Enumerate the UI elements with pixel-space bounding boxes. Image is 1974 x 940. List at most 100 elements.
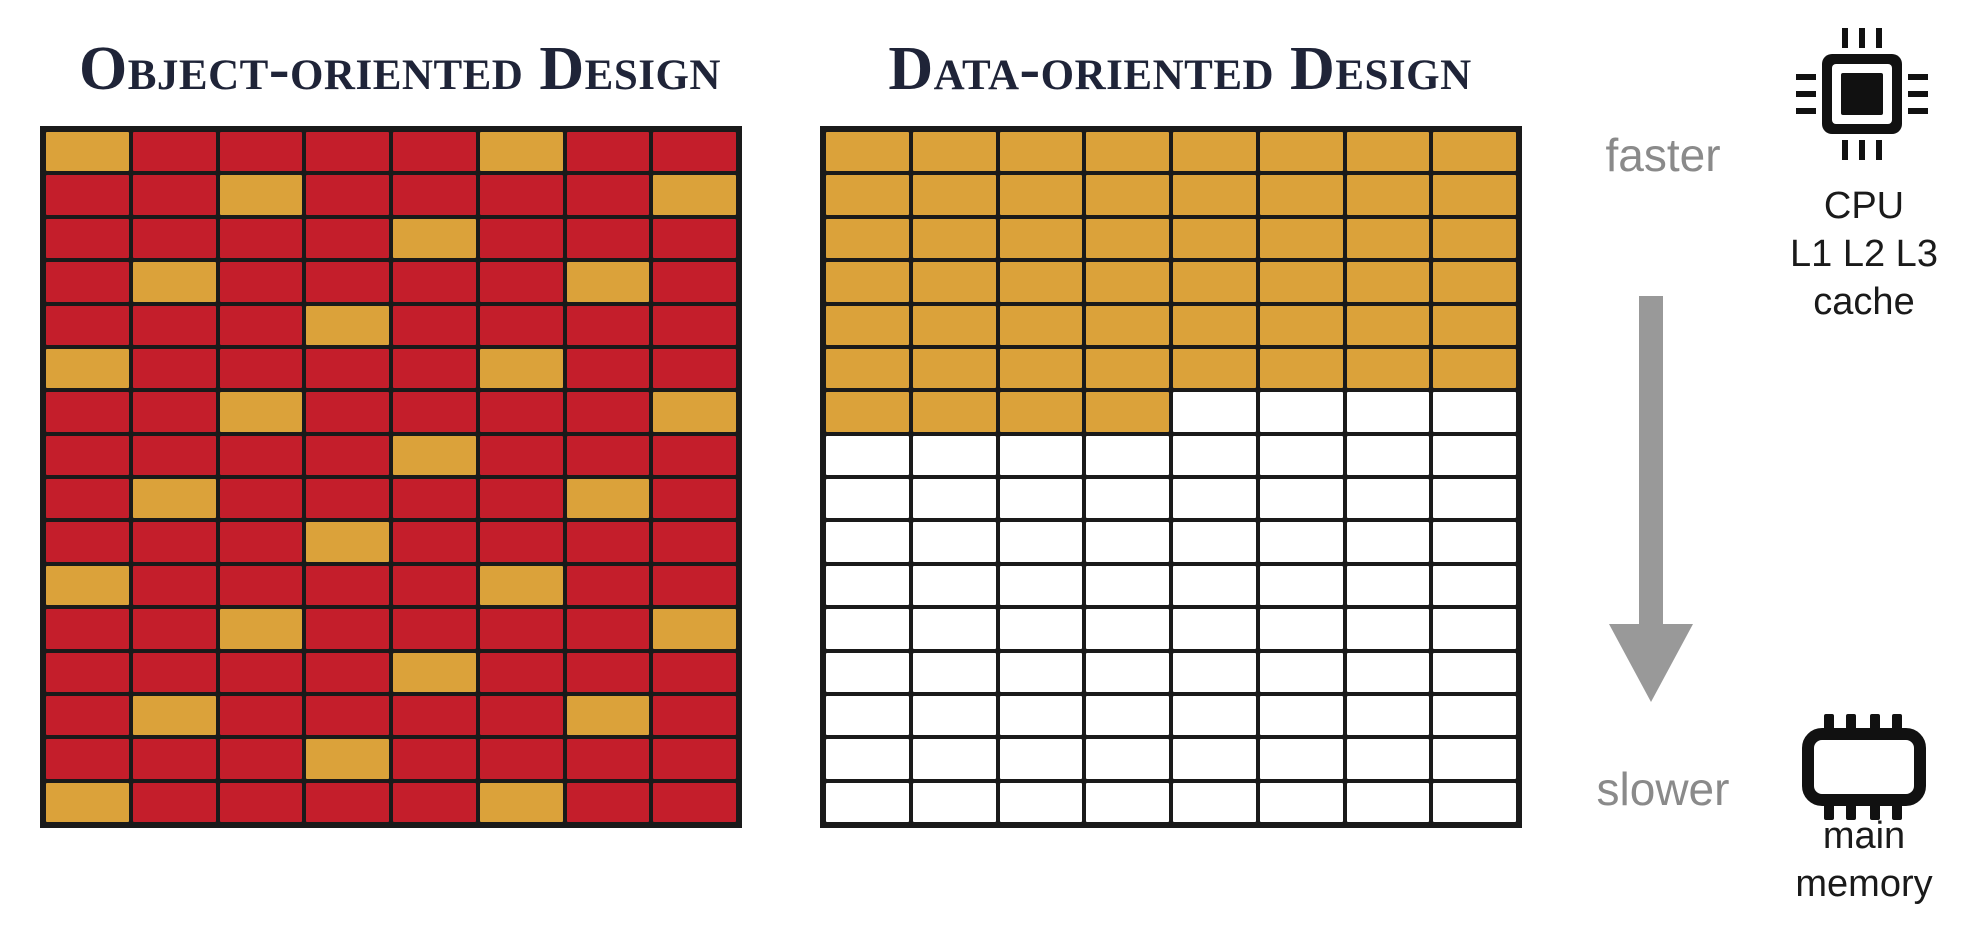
empty-cell [1346,739,1430,779]
cached-data-cell [306,305,389,345]
cached-data-cell [1346,218,1430,259]
uncached-data-cell [393,479,476,519]
uncached-data-cell [566,435,650,475]
empty-cell [1086,435,1169,475]
cached-data-cell [1173,175,1256,215]
uncached-data-cell [566,218,650,259]
cached-data-cell [653,609,736,649]
empty-cell [1259,565,1343,606]
empty-cell [1259,392,1343,432]
cached-data-cell [912,392,996,432]
cached-data-cell [1433,262,1516,302]
uncached-data-cell [219,132,303,172]
empty-cell [1173,695,1256,736]
cached-data-cell [826,305,909,345]
uncached-data-cell [479,522,563,562]
uncached-data-cell [479,305,563,345]
uncached-data-cell [566,348,650,389]
uncached-data-cell [479,479,563,519]
cpu-caption-line: cache [1813,281,1915,323]
empty-cell [826,479,909,519]
cached-data-cell [1086,305,1169,345]
empty-cell [1433,435,1516,475]
cached-data-cell [1259,262,1343,302]
uncached-data-cell [46,695,129,736]
empty-cell [1259,652,1343,692]
uncached-data-cell [306,479,389,519]
empty-cell [1433,695,1516,736]
uncached-data-cell [132,739,216,779]
uncached-data-cell [479,435,563,475]
cached-data-cell [826,262,909,302]
uncached-data-cell [306,782,389,822]
empty-cell [1086,479,1169,519]
cached-data-cell [999,132,1083,172]
dod-memory-grid [820,126,1522,828]
uncached-data-cell [46,175,129,215]
cached-data-cell [566,479,650,519]
empty-cell [912,565,996,606]
uncached-data-cell [219,522,303,562]
cached-data-cell [219,175,303,215]
cached-data-cell [219,392,303,432]
cached-data-cell [826,218,909,259]
empty-cell [999,695,1083,736]
cached-data-cell [912,218,996,259]
uncached-data-cell [653,262,736,302]
slower-label: slower [1596,763,1730,815]
uncached-data-cell [479,739,563,779]
uncached-data-cell [393,348,476,389]
down-arrow-icon [1609,296,1693,702]
cached-data-cell [479,565,563,606]
cached-data-cell [999,262,1083,302]
cached-data-cell [1086,218,1169,259]
cached-data-cell [46,348,129,389]
cpu-chip-icon [1796,28,1928,160]
cached-data-cell [1433,132,1516,172]
uncached-data-cell [393,565,476,606]
uncached-data-cell [132,609,216,649]
empty-cell [1259,479,1343,519]
empty-cell [1346,782,1430,822]
cached-data-cell [46,782,129,822]
cpu-caption-line: L1 L2 L3 [1790,233,1938,275]
uncached-data-cell [393,522,476,562]
cached-data-cell [999,175,1083,215]
empty-cell [1173,609,1256,649]
cached-data-cell [393,652,476,692]
uncached-data-cell [306,132,389,172]
empty-cell [912,522,996,562]
cpu-cache-caption: CPU L1 L2 L3 cache [1754,182,1974,326]
cached-data-cell [1433,218,1516,259]
uncached-data-cell [306,175,389,215]
empty-cell [1173,392,1256,432]
cached-data-cell [826,175,909,215]
uncached-data-cell [46,739,129,779]
cached-data-cell [479,348,563,389]
uncached-data-cell [479,218,563,259]
uncached-data-cell [653,348,736,389]
cached-data-cell [46,565,129,606]
cached-data-cell [1433,348,1516,389]
uncached-data-cell [132,392,216,432]
cached-data-cell [826,392,909,432]
uncached-data-cell [566,305,650,345]
empty-cell [826,652,909,692]
empty-cell [1346,652,1430,692]
cached-data-cell [46,132,129,172]
cached-data-cell [1346,175,1430,215]
cached-data-cell [132,695,216,736]
cached-data-cell [999,305,1083,345]
uncached-data-cell [219,348,303,389]
empty-cell [1173,565,1256,606]
uncached-data-cell [393,739,476,779]
cached-data-cell [653,175,736,215]
uncached-data-cell [653,479,736,519]
uncached-data-cell [479,695,563,736]
uncached-data-cell [219,565,303,606]
uncached-data-cell [306,565,389,606]
cached-data-cell [1086,392,1169,432]
uncached-data-cell [393,175,476,215]
cached-data-cell [1433,305,1516,345]
empty-cell [999,479,1083,519]
